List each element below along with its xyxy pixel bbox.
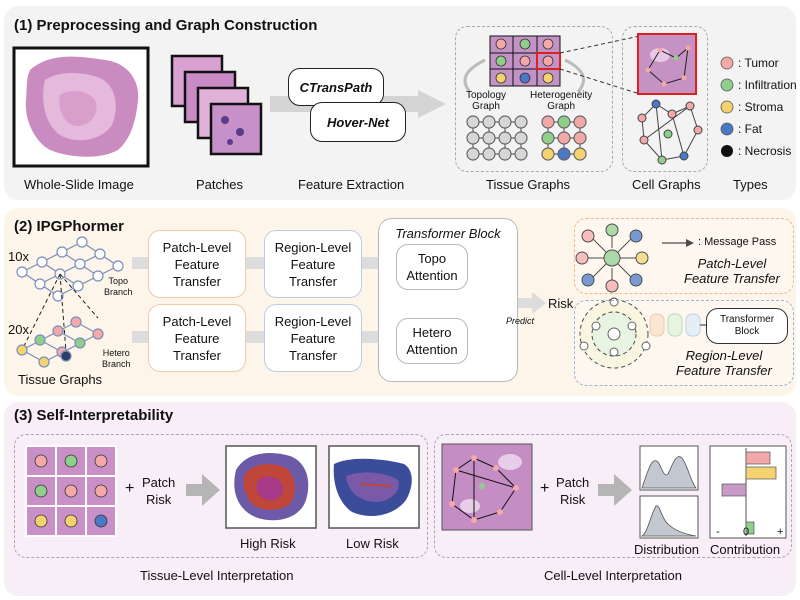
section-title-1: (1) Preprocessing and Graph Construction (14, 17, 318, 34)
type-tumor: : Tumor (738, 56, 779, 70)
risk-label: Risk (548, 296, 574, 311)
contribution-chart (709, 445, 787, 539)
feature-extraction-caption: Feature Extraction (298, 177, 405, 192)
types-caption: Types (733, 177, 768, 192)
tissue-interpretation-arrow (186, 474, 220, 506)
legend-dot-tumor (720, 56, 734, 70)
topo-branch-label: Topo Branch (104, 276, 133, 297)
heterogeneity-graph-label: Heterogeneity Graph (530, 90, 593, 112)
mag-10x-label: 10x (8, 249, 29, 264)
distribution-plot-bottom (639, 495, 699, 539)
contribution-bar-stroma (745, 466, 777, 480)
patch-risk-tissue-label: Patch Risk (142, 475, 176, 507)
hetero-graph-20x (16, 316, 104, 368)
topology-graph (466, 115, 528, 161)
high-risk-heatmap (225, 445, 317, 529)
plus-tissue: + (125, 480, 135, 497)
hetero-attention-label: Hetero Attention (406, 325, 458, 357)
cell-graph-interpretation-image (441, 443, 533, 531)
tissue-graphs-frame (455, 26, 613, 172)
transformer-block-small-label: Transformer Block (719, 314, 775, 337)
hovernet-label: Hover-Net (326, 114, 390, 130)
cell-graphs-frame (622, 26, 708, 172)
section-title-2: (2) IPGPhormer (14, 218, 125, 235)
tissue-graph-grid (489, 35, 561, 87)
topo-graph-10x (16, 236, 124, 302)
topology-graph-label: Topology Graph (466, 90, 507, 112)
cell-graph-diagram (637, 99, 703, 165)
distribution-label: Distribution (634, 542, 700, 557)
hetero-attention-box: Hetero Attention (396, 318, 468, 364)
feature-arrow (418, 90, 446, 118)
section-title-3: (3) Self-Interpretability (14, 407, 174, 424)
ctranspath-box: CTransPath (288, 68, 384, 106)
contribution-bar-negative (721, 483, 747, 497)
plus-cell: + (540, 480, 550, 497)
type-necrosis: : Necrosis (738, 144, 792, 158)
contribution-bar-infiltration (745, 521, 755, 535)
type-fat: : Fat (738, 122, 763, 136)
legend-dot-stroma (720, 100, 734, 114)
high-risk-label: High Risk (240, 536, 296, 551)
wsi-caption: Whole-Slide Image (24, 177, 134, 192)
message-pass-arrow-icon (686, 239, 694, 247)
patches-caption: Patches (196, 177, 243, 192)
patch-risk-cell-label: Patch Risk (556, 475, 590, 507)
region-level-transfer-bottom-label: Region-Level Feature Transfer (274, 313, 352, 363)
low-risk-label: Low Risk (346, 536, 399, 551)
tissue-level-caption: Tissue-Level Interpretation (140, 568, 294, 583)
topo-attention-label: Topo Attention (406, 251, 458, 283)
contribution-bar-tumor (745, 451, 771, 465)
contribution-label: Contribution (710, 542, 781, 557)
low-risk-heatmap (328, 445, 420, 529)
cell-interpretation-arrow (598, 474, 632, 506)
mag-20x-label: 20x (8, 322, 29, 337)
transformer-block-small: Transformer Block (706, 308, 788, 344)
region-level-transfer-top: Region-Level Feature Transfer (264, 230, 362, 298)
predict-label: Predict (506, 316, 535, 326)
patch-level-legend-frame (574, 218, 794, 294)
legend-dot-infiltration (720, 78, 734, 92)
tissue-graphs-caption: Tissue Graphs (486, 177, 571, 192)
tissue-graphs-label: Tissue Graphs (18, 372, 103, 387)
patch-grid (25, 445, 117, 537)
cell-graphs-caption: Cell Graphs (632, 177, 701, 192)
tissue-level-frame (14, 434, 428, 558)
type-stroma: : Stroma (738, 100, 784, 114)
region-level-legend-label: Region-Level Feature Transfer (676, 348, 772, 378)
patch-level-transfer-bottom: Patch-Level Feature Transfer (148, 304, 246, 372)
legend-dot-fat (720, 122, 734, 136)
cell-level-frame (434, 434, 792, 558)
axis-plus-label: + (777, 526, 784, 538)
patch-level-transfer-bottom-label: Patch-Level Feature Transfer (162, 313, 232, 363)
transformer-block-label: Transformer Block (395, 226, 501, 241)
distribution-plot-top (639, 445, 699, 491)
hovernet-box: Hover-Net (310, 102, 406, 142)
patch-level-legend-label: Patch-Level Feature Transfer (684, 256, 780, 286)
patches-stack (170, 54, 263, 156)
axis-zero-label: 0 (743, 526, 750, 538)
axis-minus-label: - (716, 526, 720, 538)
patch-level-transfer-top-label: Patch-Level Feature Transfer (162, 239, 232, 289)
topo-attention-box: Topo Attention (396, 244, 468, 290)
cell-graph-image (637, 33, 697, 95)
ctranspath-label: CTransPath (299, 79, 373, 95)
hetero-branch-label: Hetero Branch (102, 348, 131, 369)
message-pass-label: : Message Pass (698, 236, 777, 248)
cell-level-caption: Cell-Level Interpretation (544, 568, 683, 583)
type-infiltration: : Infiltration (738, 78, 797, 92)
region-level-transfer-top-label: Region-Level Feature Transfer (274, 239, 352, 289)
region-level-transfer-bottom: Region-Level Feature Transfer (264, 304, 362, 372)
heterogeneity-graph (541, 115, 587, 161)
legend-dot-necrosis (721, 145, 733, 157)
patch-level-transfer-top: Patch-Level Feature Transfer (148, 230, 246, 298)
